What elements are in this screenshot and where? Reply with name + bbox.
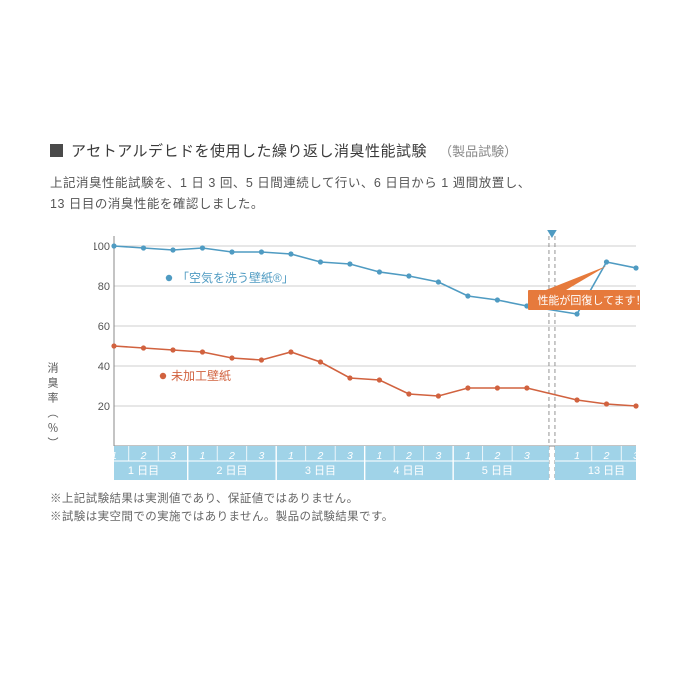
svg-text:60: 60: [98, 321, 110, 333]
svg-text:「空気を洗う壁紙®」: 「空気を洗う壁紙®」: [177, 270, 294, 285]
description: 上記消臭性能試験を、1 日 3 回、5 日間連続して行い、6 日目から 1 週間…: [50, 173, 650, 216]
svg-text:1: 1: [465, 450, 471, 462]
svg-text:40: 40: [98, 361, 110, 373]
y-axis-label: 消臭率（％）: [44, 362, 60, 452]
svg-text:1: 1: [574, 450, 580, 462]
svg-text:3: 3: [524, 450, 530, 462]
header-block: アセトアルデヒドを使用した繰り返し消臭性能試験 （製品試験） 上記消臭性能試験を…: [50, 140, 650, 216]
svg-text:1: 1: [377, 450, 383, 462]
svg-text:3: 3: [347, 450, 353, 462]
desc-line-1: 上記消臭性能試験を、1 日 3 回、5 日間連続して行い、6 日目から 1 週間…: [50, 173, 650, 194]
svg-text:20: 20: [98, 401, 110, 413]
svg-text:2: 2: [140, 450, 147, 462]
desc-line-2: 13 日目の消臭性能を確認しました。: [50, 194, 650, 215]
svg-text:13 日目: 13 日目: [588, 465, 625, 477]
svg-text:5 日目: 5 日目: [482, 465, 513, 477]
svg-text:2: 2: [228, 450, 235, 462]
svg-text:2: 2: [405, 450, 412, 462]
svg-text:2 日目: 2 日目: [216, 465, 247, 477]
svg-text:1: 1: [111, 450, 117, 462]
svg-text:1: 1: [200, 450, 206, 462]
svg-text:3: 3: [435, 450, 441, 462]
svg-text:3 日目: 3 日目: [305, 465, 336, 477]
footnote-1: ※上記試験結果は実測値であり、保証値ではありません。: [50, 490, 650, 508]
svg-text:2: 2: [493, 450, 500, 462]
svg-text:3: 3: [170, 450, 176, 462]
svg-text:4 日目: 4 日目: [393, 465, 424, 477]
svg-text:3: 3: [259, 450, 265, 462]
svg-text:性能が回復してます！: 性能が回復してます！: [537, 293, 640, 307]
title-bullet-icon: [50, 144, 63, 157]
chart-svg: 20 40 60 80 100 1 2 3 1 日目 1 2 3 2 日目 1 2 3 3 日目 1 2 3 4 日目 1…: [94, 230, 640, 480]
svg-text:2: 2: [317, 450, 324, 462]
chart-subtitle: （製品試験）: [439, 141, 517, 160]
footnotes: ※上記試験結果は実測値であり、保証値ではありません。 ※試験は実空間での実施では…: [50, 490, 650, 527]
chart-container: 消臭率（％） 204060801001231 日目1232 日目1233 日目1…: [60, 230, 640, 480]
title-row: アセトアルデヒドを使用した繰り返し消臭性能試験 （製品試験）: [50, 140, 650, 161]
footnote-2: ※試験は実空間での実施ではありません。製品の試験結果です。: [50, 508, 650, 526]
svg-text:1: 1: [288, 450, 294, 462]
svg-text:未加工壁紙: 未加工壁紙: [171, 368, 231, 383]
chart-title: アセトアルデヒドを使用した繰り返し消臭性能試験: [71, 140, 427, 161]
svg-text:80: 80: [98, 281, 110, 293]
svg-text:3: 3: [633, 450, 639, 462]
svg-text:2: 2: [603, 450, 610, 462]
svg-text:1 日目: 1 日目: [128, 465, 159, 477]
svg-text:100: 100: [94, 241, 110, 253]
